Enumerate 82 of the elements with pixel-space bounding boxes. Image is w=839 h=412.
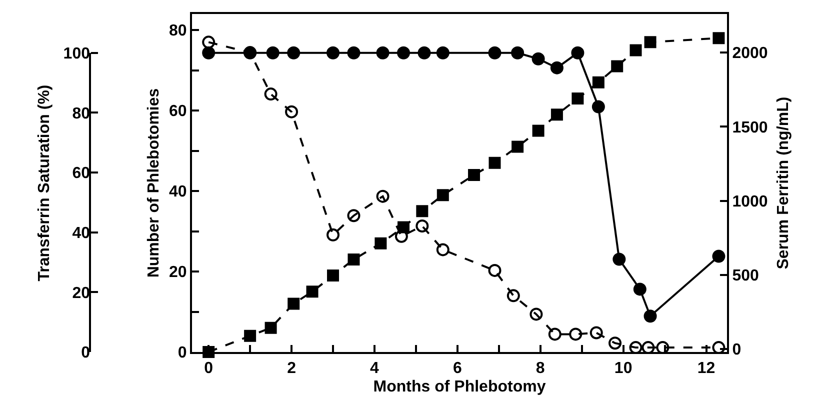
x-tick-label: 0: [204, 360, 214, 378]
point: [532, 52, 545, 66]
y2-axis-title: Transferrin Saturation (%): [36, 84, 54, 282]
y3-tick-label: 0: [732, 342, 742, 359]
point: [326, 228, 340, 242]
y2-tick-label: 40: [72, 224, 90, 242]
point: [712, 32, 725, 44]
point: [511, 46, 524, 60]
point: [572, 92, 584, 104]
y3-tick-label: 1000: [732, 193, 768, 210]
y-tick-label: 60: [169, 103, 187, 120]
point: [244, 330, 256, 342]
y2-tick-label: 0: [81, 344, 90, 362]
point: [550, 108, 563, 121]
y-tick-label: 0: [178, 344, 187, 362]
point: [569, 328, 582, 341]
point: [550, 61, 564, 74]
point: [418, 46, 431, 60]
point: [630, 44, 642, 56]
point: [571, 46, 584, 60]
point: [347, 209, 360, 222]
point: [306, 286, 318, 298]
point: [644, 310, 657, 323]
point: [530, 308, 543, 321]
point: [348, 253, 360, 266]
point: [266, 46, 280, 60]
point: [416, 205, 428, 218]
point: [436, 46, 450, 60]
point: [376, 46, 390, 60]
point: [592, 100, 605, 114]
y2-tick-label: 80: [72, 105, 90, 122]
point: [416, 219, 429, 232]
y-axis-title: Number of Phlebotomies: [145, 88, 162, 278]
y2-tick-label: 60: [72, 165, 90, 182]
point: [488, 156, 501, 169]
point: [548, 328, 562, 341]
point: [264, 88, 278, 101]
point: [288, 298, 300, 310]
point: [592, 76, 604, 88]
point: [488, 46, 502, 60]
point: [285, 105, 298, 118]
point: [376, 190, 390, 203]
point: [633, 282, 646, 296]
x-tick-label: 8: [536, 360, 545, 378]
point: [532, 124, 544, 137]
point: [468, 168, 480, 181]
point: [264, 322, 277, 334]
y3-tick-label: 2000: [732, 45, 768, 62]
point: [436, 189, 449, 202]
point: [287, 46, 300, 60]
y-tick-label: 80: [169, 22, 187, 40]
point: [644, 36, 656, 48]
y-tick-label: 40: [169, 184, 187, 201]
y-tick-label: 20: [169, 264, 187, 282]
point: [512, 140, 524, 153]
point: [397, 46, 410, 60]
point: [611, 60, 624, 72]
y3-tick-label: 500: [732, 268, 759, 285]
point: [436, 243, 450, 256]
x-tick-label: 4: [370, 360, 380, 378]
y2-tick-label: 20: [72, 284, 90, 302]
point: [506, 289, 520, 302]
point: [394, 230, 408, 243]
point: [326, 46, 340, 60]
x-axis-title: Months of Phlebotomy: [373, 378, 546, 396]
point: [712, 250, 726, 263]
x-tick-label: 12: [697, 360, 716, 378]
point: [608, 336, 622, 350]
point: [202, 46, 216, 60]
point: [202, 36, 216, 49]
point: [612, 252, 626, 266]
point: [590, 326, 603, 340]
y2-tick-label: 100: [63, 45, 90, 62]
point: [327, 270, 340, 282]
x-tick-label: 6: [452, 360, 462, 378]
x-tick-label: 10: [614, 360, 632, 378]
point: [488, 264, 502, 277]
x-tick-label: 2: [287, 360, 296, 378]
y3-tick-label: 1500: [732, 119, 768, 136]
point: [374, 237, 387, 250]
y3-axis-title: Serum Ferritin (ng/mL): [775, 96, 792, 270]
point: [347, 46, 360, 60]
